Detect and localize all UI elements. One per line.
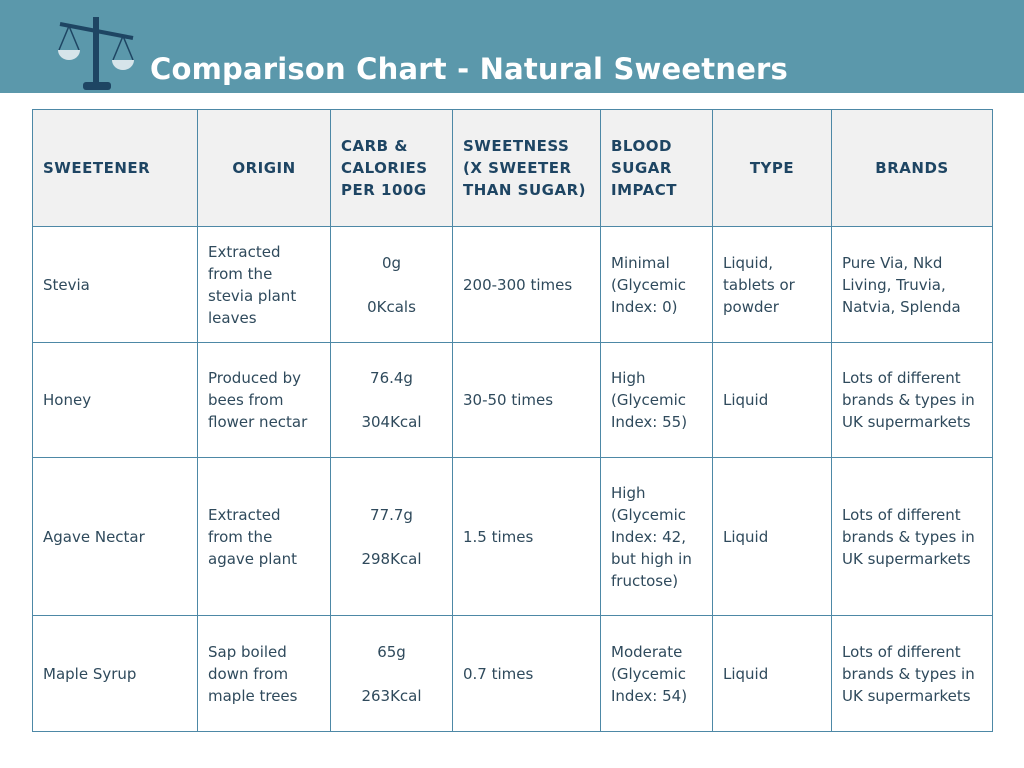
spacer [341, 389, 442, 411]
comparison-table: SWEETENER ORIGIN CARB & CALORIES PER 100G S… [32, 109, 993, 732]
title: Comparison Chart - Natural Sweetners [150, 52, 789, 86]
table-cell: 30-50 times [452, 342, 601, 458]
table-cell: 0g 0Kcals [330, 226, 453, 343]
spacer [341, 663, 442, 685]
table-cell: Liquid [712, 615, 832, 732]
table-cell: 65g 263Kcal [330, 615, 453, 732]
scale-icon [58, 17, 134, 90]
table-cell: High (Glycemic Index: 55) [600, 342, 713, 458]
cell-text: 0g [381, 253, 402, 272]
cell-text: 298Kcal [361, 549, 422, 568]
table-cell: Stevia [32, 226, 198, 343]
cell-text: 263Kcal [361, 686, 422, 705]
banner [0, 0, 1024, 93]
table-cell: Maple Syrup [32, 615, 198, 732]
table-row: Agave Nectar Extracted from the agave pla… [32, 457, 993, 616]
table-cell: Lots of different brands & types in UK s… [831, 615, 993, 732]
column-header: ORIGIN [197, 109, 331, 227]
column-header: SWEETNESS (X SWEETER THAN SUGAR) [452, 109, 601, 227]
table-cell: Moderate (Glycemic Index: 54) [600, 615, 713, 732]
table-cell: 200-300 times [452, 226, 601, 343]
cell-text: 77.7g [370, 505, 413, 524]
table-cell: Sap boiled down from maple trees [197, 615, 331, 732]
table-cell: Agave Nectar [32, 457, 198, 616]
table-cell: High (Glycemic Index: 42, but high in fr… [600, 457, 713, 616]
table-cell: Extracted from the agave plant [197, 457, 331, 616]
table-row: Stevia Extracted from the stevia plant le… [32, 226, 993, 343]
table-cell: Pure Via, Nkd Living, Truvia, Natvia, Sp… [831, 226, 993, 343]
table-cell: 0.7 times [452, 615, 601, 732]
spacer [341, 274, 442, 296]
table-cell: 1.5 times [452, 457, 601, 616]
table-cell: Honey [32, 342, 198, 458]
column-header: SWEETENER [32, 109, 198, 227]
cell-text: 304Kcal [361, 413, 422, 431]
column-header: CARB & CALORIES PER 100G [330, 109, 453, 227]
cell-text: 76.4g [370, 369, 413, 387]
column-header: BLOOD SUGAR IMPACT [600, 109, 713, 227]
column-header: BRANDS [831, 109, 993, 227]
table-row: Maple Syrup Sap boiled down from maple tr… [32, 615, 993, 732]
table-cell: Liquid [712, 457, 832, 616]
column-header: TYPE [712, 109, 832, 227]
table-cell: Liquid, tablets or powder [712, 226, 832, 343]
table-cell: 77.7g 298Kcal [330, 457, 453, 616]
table-cell: 76.4g 304Kcal [330, 342, 453, 458]
table-cell: Produced by bees from flower nectar [197, 342, 331, 458]
table-cell: Liquid [712, 342, 832, 458]
table-cell: Lots of different brands & types in UK s… [831, 457, 993, 616]
cell-text: 65g [377, 642, 406, 661]
header-row: SWEETENER ORIGIN CARB & CALORIES PER 100G S… [32, 109, 993, 227]
table-cell: Lots of different brands & types in UK s… [831, 342, 993, 458]
table-row: Honey Produced by bees from flower nectar… [32, 342, 993, 458]
table-cell: Extracted from the stevia plant leaves [197, 226, 331, 343]
table-cell: Minimal (Glycemic Index: 0) [600, 226, 713, 343]
cell-text: 0Kcals [367, 297, 416, 316]
spacer [341, 526, 442, 548]
